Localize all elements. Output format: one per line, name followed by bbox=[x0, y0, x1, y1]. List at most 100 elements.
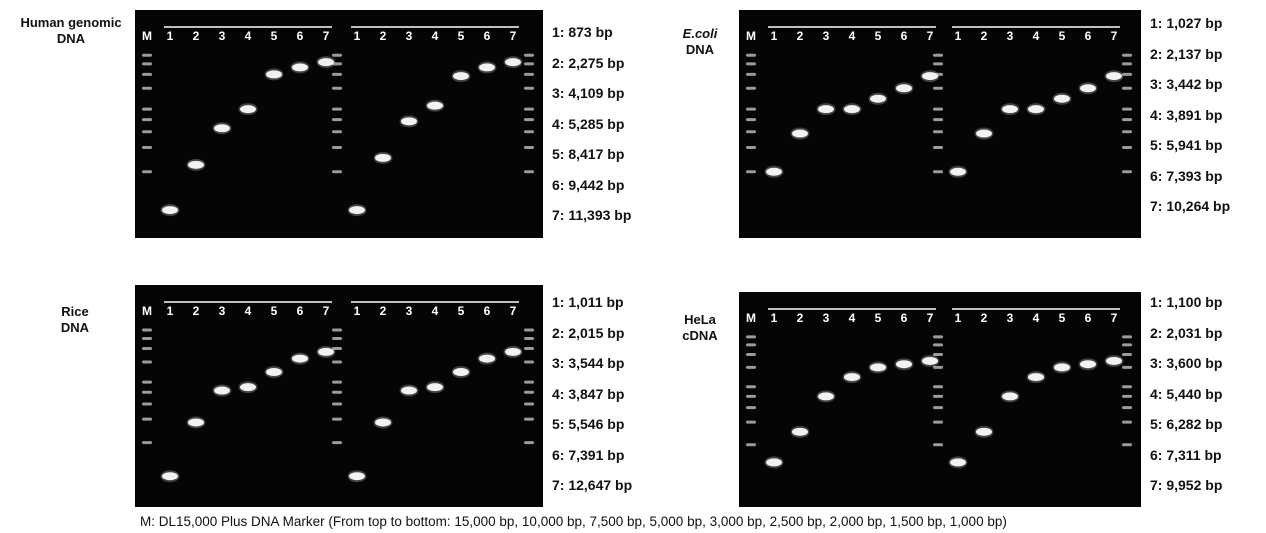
marker-band bbox=[933, 86, 943, 90]
sample-band bbox=[160, 470, 180, 483]
marker-band bbox=[524, 170, 534, 174]
sample-band bbox=[1104, 354, 1124, 367]
marker-band bbox=[142, 53, 152, 57]
lane-label: 7 bbox=[1111, 311, 1118, 325]
sample-band bbox=[347, 204, 367, 217]
sample-band bbox=[790, 127, 810, 140]
size-item: 1: 1,011 bp bbox=[552, 294, 624, 310]
marker-band bbox=[746, 443, 756, 447]
sample-band bbox=[264, 68, 284, 81]
lane-label: 5 bbox=[458, 304, 465, 318]
marker-band bbox=[142, 72, 152, 76]
sample-band bbox=[1104, 70, 1124, 83]
sample-band bbox=[1052, 92, 1072, 105]
sample-band bbox=[816, 390, 836, 403]
marker-band bbox=[524, 328, 534, 332]
marker-band bbox=[1122, 406, 1132, 410]
lane-label: 3 bbox=[1007, 311, 1014, 325]
marker-band bbox=[746, 335, 756, 339]
sample-band bbox=[503, 56, 523, 69]
marker-band bbox=[1122, 420, 1132, 424]
marker-band bbox=[524, 130, 534, 134]
sample-band bbox=[868, 92, 888, 105]
sample-band bbox=[974, 127, 994, 140]
marker-band bbox=[332, 417, 342, 421]
sample-band bbox=[186, 416, 206, 429]
marker-band bbox=[933, 335, 943, 339]
lane-label: 7 bbox=[927, 311, 934, 325]
marker-lane-label: M bbox=[142, 304, 152, 318]
marker-band bbox=[332, 170, 342, 174]
marker-band bbox=[746, 170, 756, 174]
marker-band bbox=[142, 62, 152, 66]
marker-band bbox=[142, 441, 152, 445]
marker-band bbox=[746, 53, 756, 57]
marker-band bbox=[933, 107, 943, 111]
lane-label: 4 bbox=[1033, 311, 1040, 325]
lane-label: 7 bbox=[510, 304, 517, 318]
size-item: 7: 9,952 bp bbox=[1150, 477, 1223, 493]
sample-band bbox=[1052, 361, 1072, 374]
marker-band bbox=[332, 118, 342, 122]
marker-band bbox=[524, 53, 534, 57]
lane-label: 1 bbox=[167, 304, 174, 318]
marker-band bbox=[933, 118, 943, 122]
gel-image-rice: M 1 2 3 4 5 6 7 1 2 3 4 5 6 7 bbox=[135, 285, 543, 507]
marker-band bbox=[746, 130, 756, 134]
lane-label: 2 bbox=[981, 311, 988, 325]
lane-label: 6 bbox=[1085, 311, 1092, 325]
lane-label: 4 bbox=[245, 29, 252, 43]
lane-label: 4 bbox=[245, 304, 252, 318]
lane-label: 5 bbox=[458, 29, 465, 43]
marker-band bbox=[524, 402, 534, 406]
marker-band bbox=[1122, 145, 1132, 149]
marker-band bbox=[142, 118, 152, 122]
marker-band bbox=[1122, 130, 1132, 134]
marker-band bbox=[1122, 335, 1132, 339]
marker-band bbox=[142, 130, 152, 134]
marker-band bbox=[1122, 62, 1132, 66]
marker-band bbox=[332, 328, 342, 332]
marker-band bbox=[746, 343, 756, 347]
marker-band bbox=[332, 86, 342, 90]
marker-band bbox=[332, 380, 342, 384]
marker-band bbox=[933, 130, 943, 134]
gel-svg: M 1 2 3 4 5 6 7 1 2 3 4 5 6 7 bbox=[746, 308, 1132, 469]
sample-band bbox=[264, 366, 284, 379]
marker-band bbox=[933, 353, 943, 357]
marker-band bbox=[933, 343, 943, 347]
sample-band bbox=[816, 103, 836, 116]
marker-band bbox=[332, 145, 342, 149]
lane-label: 6 bbox=[901, 29, 908, 43]
marker-lane-label: M bbox=[746, 29, 756, 43]
sample-band bbox=[347, 470, 367, 483]
lane-label: 5 bbox=[1059, 29, 1066, 43]
marker-band bbox=[142, 328, 152, 332]
lane-label: 7 bbox=[1111, 29, 1118, 43]
lane-label: 2 bbox=[981, 29, 988, 43]
size-list-rice: 1: 1,011 bp 2: 2,015 bp 3: 3,544 bp 4: 3,84… bbox=[552, 294, 632, 508]
sample-band bbox=[477, 352, 497, 365]
lane-label: 1 bbox=[167, 29, 174, 43]
lane-label: 4 bbox=[432, 29, 439, 43]
gel-image-hela: M 1 2 3 4 5 6 7 1 2 3 4 5 6 7 bbox=[739, 292, 1141, 507]
size-item: 2: 2,275 bp bbox=[552, 54, 625, 71]
lane-label: 2 bbox=[797, 311, 804, 325]
size-list-hela: 1: 1,100 bp 2: 2,031 bp 3: 3,600 bp 4: 5,44… bbox=[1150, 294, 1222, 508]
marker-band bbox=[933, 394, 943, 398]
sample-band bbox=[316, 56, 336, 69]
sample-band bbox=[1078, 82, 1098, 95]
marker-band bbox=[933, 365, 943, 369]
lane-label: 5 bbox=[1059, 311, 1066, 325]
marker-band bbox=[142, 380, 152, 384]
size-item: 4: 3,891 bp bbox=[1150, 106, 1223, 123]
marker-band bbox=[933, 62, 943, 66]
marker-band bbox=[332, 336, 342, 340]
sample-band bbox=[451, 70, 471, 83]
marker-band bbox=[332, 62, 342, 66]
sample-band bbox=[1000, 390, 1020, 403]
marker-band bbox=[142, 417, 152, 421]
marker-band bbox=[332, 360, 342, 364]
size-list-human: 1: 873 bp 2: 2,275 bp 3: 4,109 bp 4: 5,285 … bbox=[552, 24, 631, 238]
sample-band bbox=[290, 61, 310, 74]
